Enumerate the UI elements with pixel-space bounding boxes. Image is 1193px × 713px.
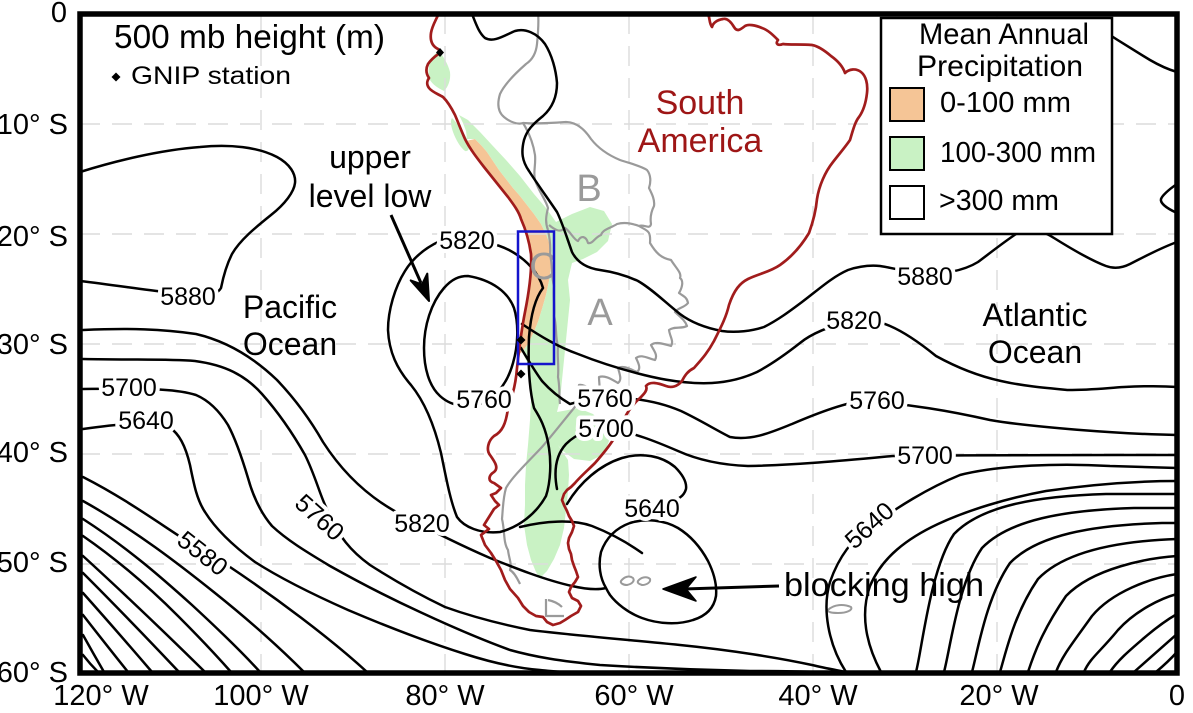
svg-text:level low: level low bbox=[309, 178, 433, 214]
svg-text:Mean Annual: Mean Annual bbox=[919, 18, 1089, 51]
svg-text:0: 0 bbox=[51, 0, 67, 29]
svg-text:C: C bbox=[529, 246, 556, 288]
svg-text:5640: 5640 bbox=[118, 407, 174, 435]
svg-text:Precipitation: Precipitation bbox=[917, 50, 1083, 83]
svg-text:30° S: 30° S bbox=[0, 329, 68, 361]
svg-text:>300 mm: >300 mm bbox=[939, 185, 1059, 217]
svg-text:GNIP station: GNIP station bbox=[131, 62, 291, 90]
svg-text:Atlantic: Atlantic bbox=[983, 297, 1088, 333]
svg-text:Pacific: Pacific bbox=[243, 289, 337, 325]
svg-text:South: South bbox=[656, 84, 745, 122]
svg-text:5760: 5760 bbox=[849, 387, 905, 415]
svg-text:blocking high: blocking high bbox=[784, 566, 984, 603]
svg-text:10° S: 10° S bbox=[0, 109, 68, 141]
svg-text:5820: 5820 bbox=[826, 307, 882, 335]
svg-text:120° W: 120° W bbox=[53, 680, 149, 712]
svg-text:60° W: 60° W bbox=[594, 680, 674, 712]
svg-text:0-100 mm: 0-100 mm bbox=[940, 87, 1071, 119]
svg-text:500 mb height (m): 500 mb height (m) bbox=[114, 18, 385, 55]
svg-text:5880: 5880 bbox=[160, 283, 216, 311]
svg-text:B: B bbox=[576, 168, 601, 210]
svg-text:80° W: 80° W bbox=[405, 680, 485, 712]
svg-text:5820: 5820 bbox=[439, 227, 495, 255]
svg-text:60° S: 60° S bbox=[0, 657, 68, 689]
svg-text:100-300 mm: 100-300 mm bbox=[940, 137, 1096, 169]
svg-text:5880: 5880 bbox=[897, 263, 953, 291]
svg-text:0: 0 bbox=[1169, 680, 1185, 712]
svg-text:100° W: 100° W bbox=[213, 680, 309, 712]
svg-text:Ocean: Ocean bbox=[988, 334, 1082, 370]
svg-text:40° S: 40° S bbox=[0, 437, 68, 469]
svg-text:5700: 5700 bbox=[101, 374, 157, 402]
svg-text:America: America bbox=[638, 122, 763, 160]
svg-text:upper: upper bbox=[329, 139, 411, 175]
svg-text:5700: 5700 bbox=[578, 415, 634, 443]
svg-text:40° W: 40° W bbox=[778, 680, 858, 712]
svg-text:20° W: 20° W bbox=[959, 680, 1039, 712]
svg-text:5760: 5760 bbox=[456, 386, 512, 414]
svg-text:5820: 5820 bbox=[394, 510, 450, 538]
svg-text:5640: 5640 bbox=[624, 495, 680, 523]
svg-text:Ocean: Ocean bbox=[243, 326, 337, 362]
svg-text:5760: 5760 bbox=[577, 385, 633, 413]
svg-text:5700: 5700 bbox=[897, 442, 953, 470]
svg-text:20° S: 20° S bbox=[0, 221, 68, 253]
svg-text:50° S: 50° S bbox=[0, 547, 68, 579]
svg-text:A: A bbox=[587, 292, 613, 334]
